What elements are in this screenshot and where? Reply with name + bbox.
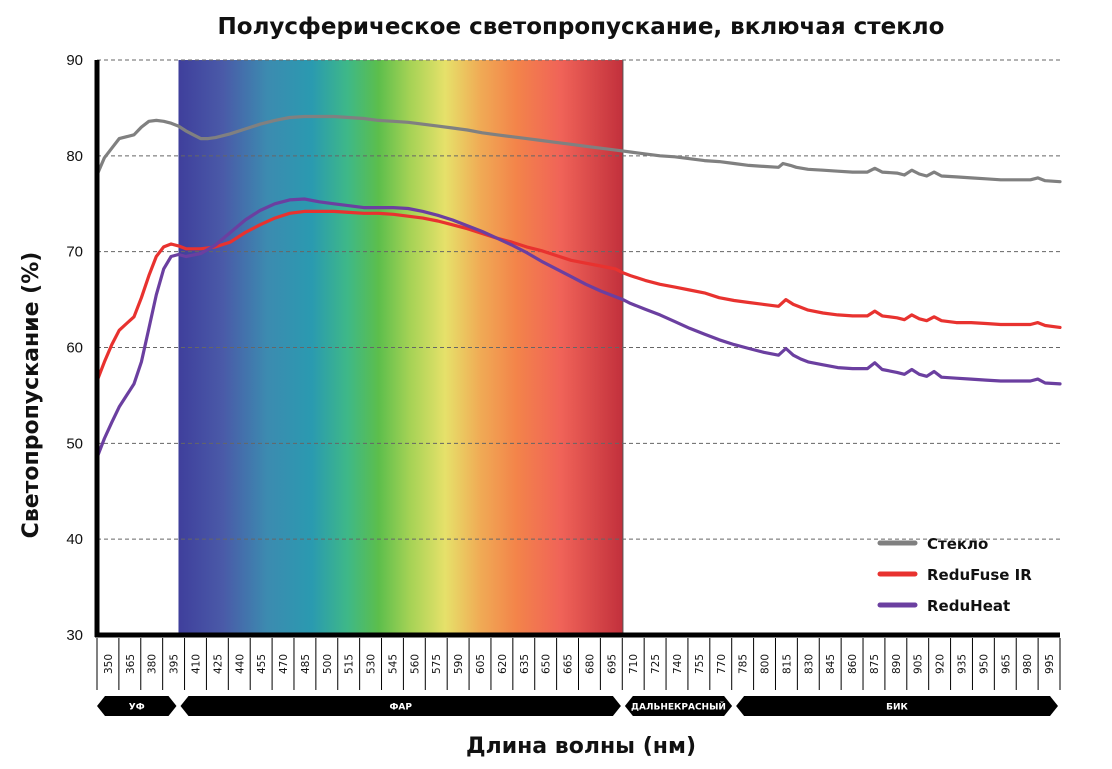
x-tick-label: 770 <box>716 654 728 674</box>
y-axis-title: Светопропускание (%) <box>19 252 44 539</box>
x-tick-label: 665 <box>563 654 575 674</box>
x-tick-label: 590 <box>453 654 465 674</box>
wavelength-bands: УФ ФАР ДАЛЬНЕКРАСНЫЙ БИК <box>97 696 1058 716</box>
x-tick-label: 695 <box>606 654 618 674</box>
x-axis-title: Длина волны (нм) <box>466 734 696 759</box>
x-tick-label: 920 <box>935 654 947 674</box>
x-tick-label: 650 <box>541 654 553 674</box>
x-tick-label: 500 <box>322 654 334 674</box>
x-axis-tick-boxes <box>96 638 1061 690</box>
band-arrow <box>736 696 1058 716</box>
chart-title: Полусферическое светопропускание, включа… <box>218 14 945 40</box>
x-tick-label: 530 <box>366 654 378 674</box>
band-arrow <box>97 696 177 716</box>
x-tick-label: 470 <box>278 654 290 674</box>
x-tick-label: 575 <box>431 654 443 674</box>
y-tick-label: 90 <box>66 52 83 69</box>
y-tick-label: 70 <box>66 244 83 261</box>
x-tick-label: 515 <box>344 654 356 674</box>
legend-label: Стекло <box>927 535 988 553</box>
x-tick-label: 965 <box>1000 654 1012 674</box>
series-lines <box>95 114 1062 460</box>
x-tick-label: 410 <box>191 654 203 674</box>
x-tick-label: 995 <box>1044 654 1056 674</box>
series-line <box>95 114 1062 184</box>
x-tick-label: 485 <box>300 654 312 674</box>
band-arrow <box>624 696 733 716</box>
x-tick-label: 635 <box>519 654 531 674</box>
x-tick-label: 845 <box>825 654 837 674</box>
x-tick-label: 620 <box>497 654 509 674</box>
series-line <box>95 197 1062 460</box>
x-axis-ticks: 350 365 380 395 410 425 440 455 470 485 500 515 530 5… <box>103 654 1056 674</box>
x-tick-label: 980 <box>1022 654 1034 674</box>
y-tick-label: 30 <box>66 627 83 644</box>
x-tick-label: 560 <box>409 654 421 674</box>
x-tick-label: 380 <box>147 654 159 674</box>
legend-label: ReduHeat <box>927 597 1010 615</box>
band-label: БИК <box>886 703 908 713</box>
x-tick-label: 815 <box>781 654 793 674</box>
y-axis-ticks: 30 40 50 60 70 80 90 <box>66 52 83 644</box>
x-tick-label: 830 <box>803 654 815 674</box>
series-line <box>95 209 1062 383</box>
x-tick-label: 800 <box>760 654 772 674</box>
x-tick-label: 725 <box>650 654 662 674</box>
y-tick-label: 40 <box>66 531 83 548</box>
band-label: ФАР <box>389 703 412 713</box>
x-tick-label: 950 <box>978 654 990 674</box>
x-tick-label: 785 <box>738 654 750 674</box>
x-tick-label: 710 <box>628 654 640 674</box>
x-tick-label: 350 <box>103 654 115 674</box>
band-label: УФ <box>129 703 145 713</box>
x-tick-label: 425 <box>212 654 224 674</box>
x-tick-label: 755 <box>694 654 706 674</box>
x-tick-label: 365 <box>125 654 137 674</box>
x-tick-label: 605 <box>475 654 487 674</box>
legend: Стекло ReduFuse IR ReduHeat <box>877 535 1032 615</box>
x-tick-label: 905 <box>913 654 925 674</box>
x-tick-label: 935 <box>957 654 969 674</box>
x-tick-label: 740 <box>672 654 684 674</box>
band-label: ДАЛЬНЕКРАСНЫЙ <box>631 701 726 713</box>
y-tick-label: 50 <box>66 435 83 452</box>
x-tick-label: 890 <box>891 654 903 674</box>
x-tick-label: 455 <box>256 654 268 674</box>
legend-label: ReduFuse IR <box>927 566 1032 584</box>
x-tick-label: 545 <box>388 654 400 674</box>
x-tick-label: 860 <box>847 654 859 674</box>
y-tick-label: 80 <box>66 148 83 165</box>
band-arrow <box>180 696 621 716</box>
x-tick-label: 680 <box>584 654 596 674</box>
x-tick-label: 395 <box>169 654 181 674</box>
y-tick-label: 60 <box>66 340 83 357</box>
x-tick-label: 440 <box>234 654 246 674</box>
x-tick-label: 875 <box>869 654 881 674</box>
